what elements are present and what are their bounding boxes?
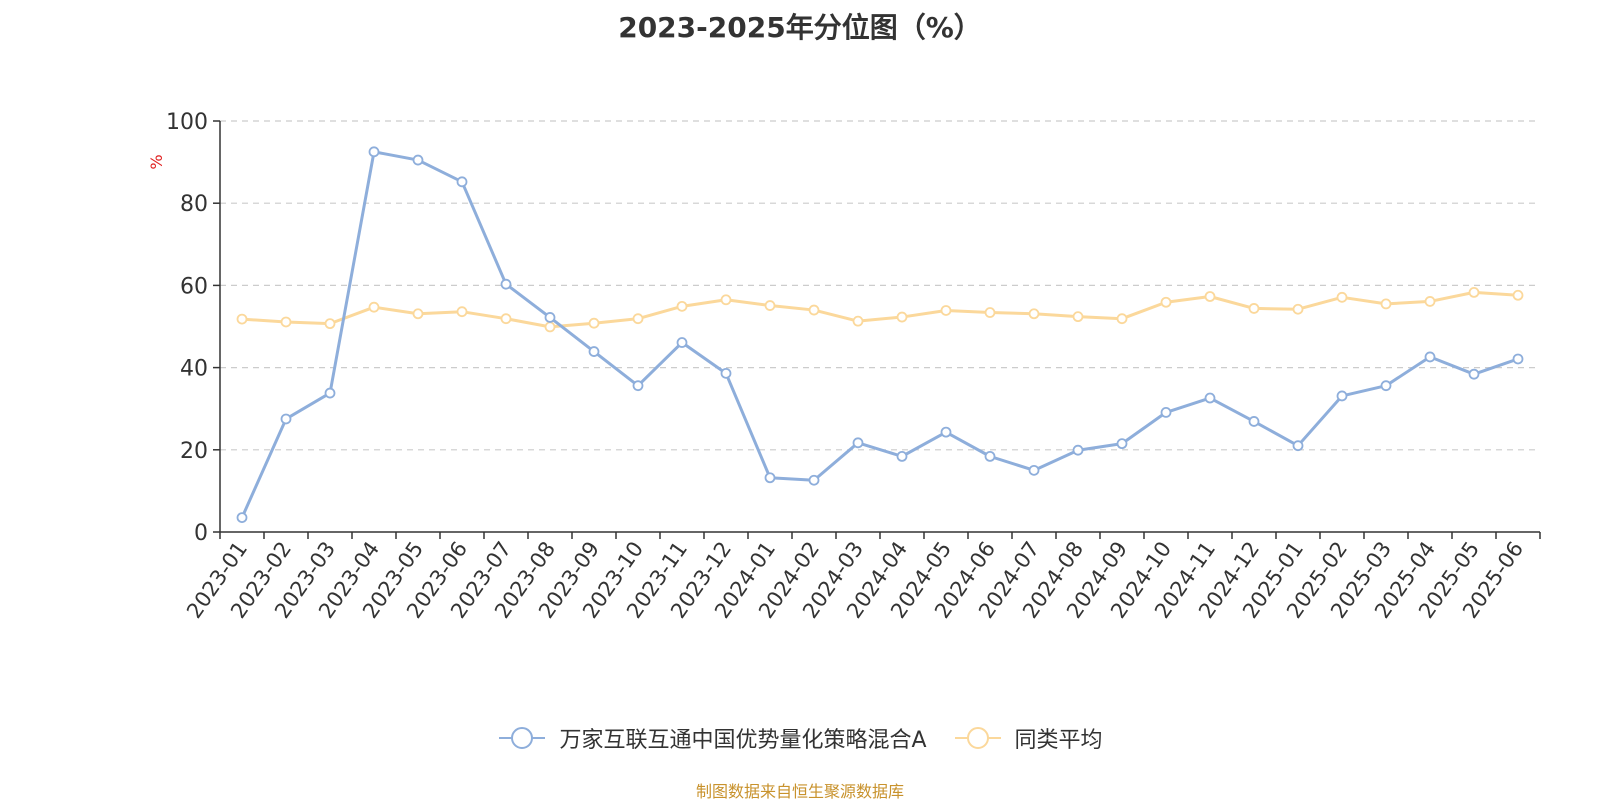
series-lines [236, 146, 1524, 524]
data-point-series-1 [544, 321, 556, 333]
data-point-series-1 [720, 294, 732, 306]
data-point-series-0 [456, 176, 468, 188]
legend-item-peer-average[interactable]: 同类平均 [953, 722, 1103, 754]
data-point-series-0 [1380, 380, 1392, 392]
data-point-series-1 [412, 308, 424, 320]
data-point-series-1 [984, 307, 996, 318]
data-point-series-1 [852, 315, 864, 327]
data-point-series-1 [808, 304, 820, 316]
data-point-series-1 [764, 300, 776, 311]
data-point-series-0 [1204, 392, 1216, 404]
data-point-series-1 [236, 313, 248, 325]
data-point-series-0 [1116, 438, 1128, 450]
data-point-series-0 [896, 450, 908, 462]
legend-marker-fund [499, 727, 546, 749]
chart-title: 2023-2025年分位图（%） [618, 11, 982, 44]
source-note: 制图数据来自恒生聚源数据库 [695, 782, 904, 801]
data-point-series-0 [500, 278, 512, 290]
data-point-series-1 [1160, 296, 1172, 308]
legend-label-fund: 万家互联互通中国优势量化策略混合A [559, 728, 927, 753]
series-line-0 [240, 150, 1519, 519]
legend-marker-peer-average [954, 727, 1001, 749]
y-axis-label: % [147, 154, 166, 169]
data-point-series-1 [1380, 298, 1392, 310]
data-point-series-0 [632, 380, 644, 392]
data-point-series-0 [764, 472, 776, 484]
data-point-series-0 [280, 413, 292, 425]
data-point-series-1 [500, 313, 512, 325]
y-tick-label: 20 [180, 439, 208, 464]
data-point-series-1 [940, 305, 952, 316]
data-point-series-0 [1512, 353, 1524, 365]
data-point-series-0 [1028, 464, 1040, 476]
data-point-series-0 [676, 337, 688, 348]
data-point-series-0 [808, 474, 820, 486]
data-point-series-0 [1468, 368, 1480, 380]
data-point-series-1 [324, 318, 336, 330]
data-point-series-0 [720, 367, 732, 379]
data-point-series-0 [412, 154, 424, 166]
legend-item-fund[interactable]: 万家互联互通中国优势量化策略混合A [497, 722, 927, 754]
data-point-series-1 [1292, 303, 1304, 315]
data-point-series-0 [588, 346, 600, 357]
data-point-series-1 [1512, 289, 1524, 301]
data-point-series-0 [544, 312, 556, 323]
data-point-series-0 [1160, 406, 1172, 418]
data-point-series-0 [1336, 390, 1348, 402]
data-point-series-1 [1028, 308, 1040, 320]
data-point-series-1 [1248, 303, 1260, 314]
y-tick-label: 80 [180, 192, 208, 217]
data-point-series-0 [1072, 444, 1084, 456]
data-point-series-0 [984, 450, 996, 462]
data-point-series-1 [896, 311, 908, 323]
data-point-series-1 [676, 300, 688, 312]
data-point-series-1 [1468, 286, 1480, 298]
data-point-series-1 [1072, 311, 1084, 323]
data-point-series-0 [1248, 416, 1260, 427]
data-point-series-0 [1292, 440, 1304, 452]
data-point-series-0 [236, 512, 248, 524]
data-point-series-0 [324, 387, 336, 399]
data-point-series-1 [280, 316, 292, 328]
data-point-series-1 [1204, 291, 1216, 302]
data-point-series-0 [852, 437, 864, 449]
y-tick-label: 100 [166, 110, 208, 135]
data-point-series-1 [632, 313, 644, 325]
data-point-series-0 [1424, 351, 1436, 363]
data-point-series-1 [368, 301, 380, 313]
legend: 万家互联互通中国优势量化策略混合A 同类平均 [0, 722, 1600, 754]
data-point-series-1 [1116, 313, 1128, 325]
data-point-series-0 [368, 146, 380, 158]
data-point-series-1 [456, 306, 468, 318]
axes: 020406080100%2023-012023-022023-032023-0… [147, 110, 1541, 623]
y-tick-label: 60 [180, 274, 208, 299]
data-point-series-1 [1336, 291, 1348, 303]
grid-lines [220, 120, 1540, 451]
data-point-series-1 [588, 317, 600, 329]
data-point-series-1 [1424, 296, 1436, 307]
series-line-1 [241, 290, 1519, 329]
y-tick-label: 40 [180, 357, 208, 382]
y-tick-label: 0 [194, 521, 208, 546]
data-point-series-0 [940, 426, 952, 438]
legend-label-peer-average: 同类平均 [1014, 728, 1103, 753]
